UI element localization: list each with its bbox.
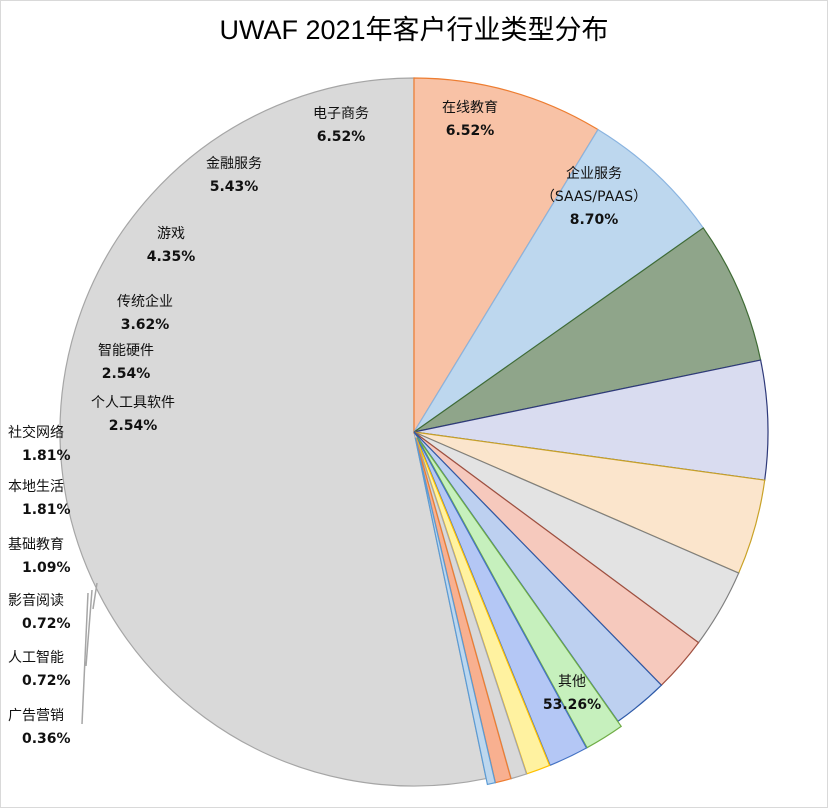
data-label-category: 个人工具软件 [91,395,175,411]
pie-slice-0 [59,77,487,787]
data-label-2: 在线教育 6.52% [442,100,498,139]
data-label-category: 智能硬件 [98,343,154,359]
data-label-value: 1.09% [22,560,71,576]
data-label-4: 金融服务 5.43% [206,156,262,195]
data-label-sublabel: （SAAS/PAAS） [541,189,647,205]
data-label-1: 企业服务 （SAAS/PAAS） 8.70% [541,165,647,228]
data-label-8: 个人工具软件 2.54% [91,395,175,434]
data-label-value: 0.72% [22,673,71,689]
data-label-value: 0.36% [22,731,71,747]
leader-line-13 [85,589,93,667]
data-label-value: 2.54% [102,366,151,382]
data-label-category: 传统企业 [117,293,173,310]
data-label-value: 4.35% [147,249,196,265]
data-label-category: 游戏 [157,226,185,242]
pie-slice-2 [413,128,705,433]
data-label-value: 53.26% [543,697,601,713]
data-label-5: 游戏 4.35% [147,226,196,265]
data-label-category: 其他 [558,674,586,690]
leader-line-14 [81,592,89,725]
pie-slice-1 [413,77,599,435]
chart-title: UWAF 2021年客户行业类型分布 [219,15,609,45]
data-label-value: 6.52% [446,123,495,139]
data-label-category: 本地生活 [8,479,64,495]
data-label-value: 8.70% [570,212,619,228]
data-label-0: 其他 53.26% [543,674,601,713]
data-label-category: 在线教育 [442,100,498,116]
data-label-category: 人工智能 [8,650,64,666]
data-label-9: 社交网络 1.81% [8,424,71,464]
data-label-category: 社交网络 [8,424,64,441]
data-label-value: 5.43% [210,179,259,195]
leader-line-12 [92,582,98,610]
data-label-13: 人工智能 0.72% [8,650,71,689]
data-label-12: 影音阅读 0.72% [8,592,71,632]
data-label-value: 6.52% [317,129,366,145]
data-label-category: 金融服务 [206,156,262,172]
data-label-value: 1.81% [22,448,71,464]
data-label-value: 0.72% [22,616,71,632]
data-label-7: 智能硬件 2.54% [98,343,154,382]
data-label-category: 基础教育 [8,536,64,553]
data-label-11: 基础教育 1.09% [8,536,71,576]
pie-slice-14 [414,437,496,786]
pie-slice-3 [413,227,762,433]
data-label-value: 3.62% [121,317,170,333]
data-label-value: 1.81% [22,502,71,518]
data-label-category: 企业服务 [566,165,622,182]
data-label-6: 传统企业 3.62% [117,293,173,333]
data-label-10: 本地生活 1.81% [8,479,71,518]
data-label-value: 2.54% [109,418,158,434]
leader-lines [81,582,98,725]
data-labels: 其他 53.26%企业服务（SAAS/PAAS） 8.70%在线教育 6.52%电子商… [8,100,647,747]
pie-slices [59,77,769,787]
data-label-category: 广告营销 [8,708,64,724]
data-label-category: 影音阅读 [8,592,64,609]
data-label-3: 电子商务 6.52% [313,106,369,145]
pie-slice-9 [416,436,623,749]
data-label-14: 广告营销 0.36% [8,708,71,747]
data-label-category: 电子商务 [313,106,369,122]
